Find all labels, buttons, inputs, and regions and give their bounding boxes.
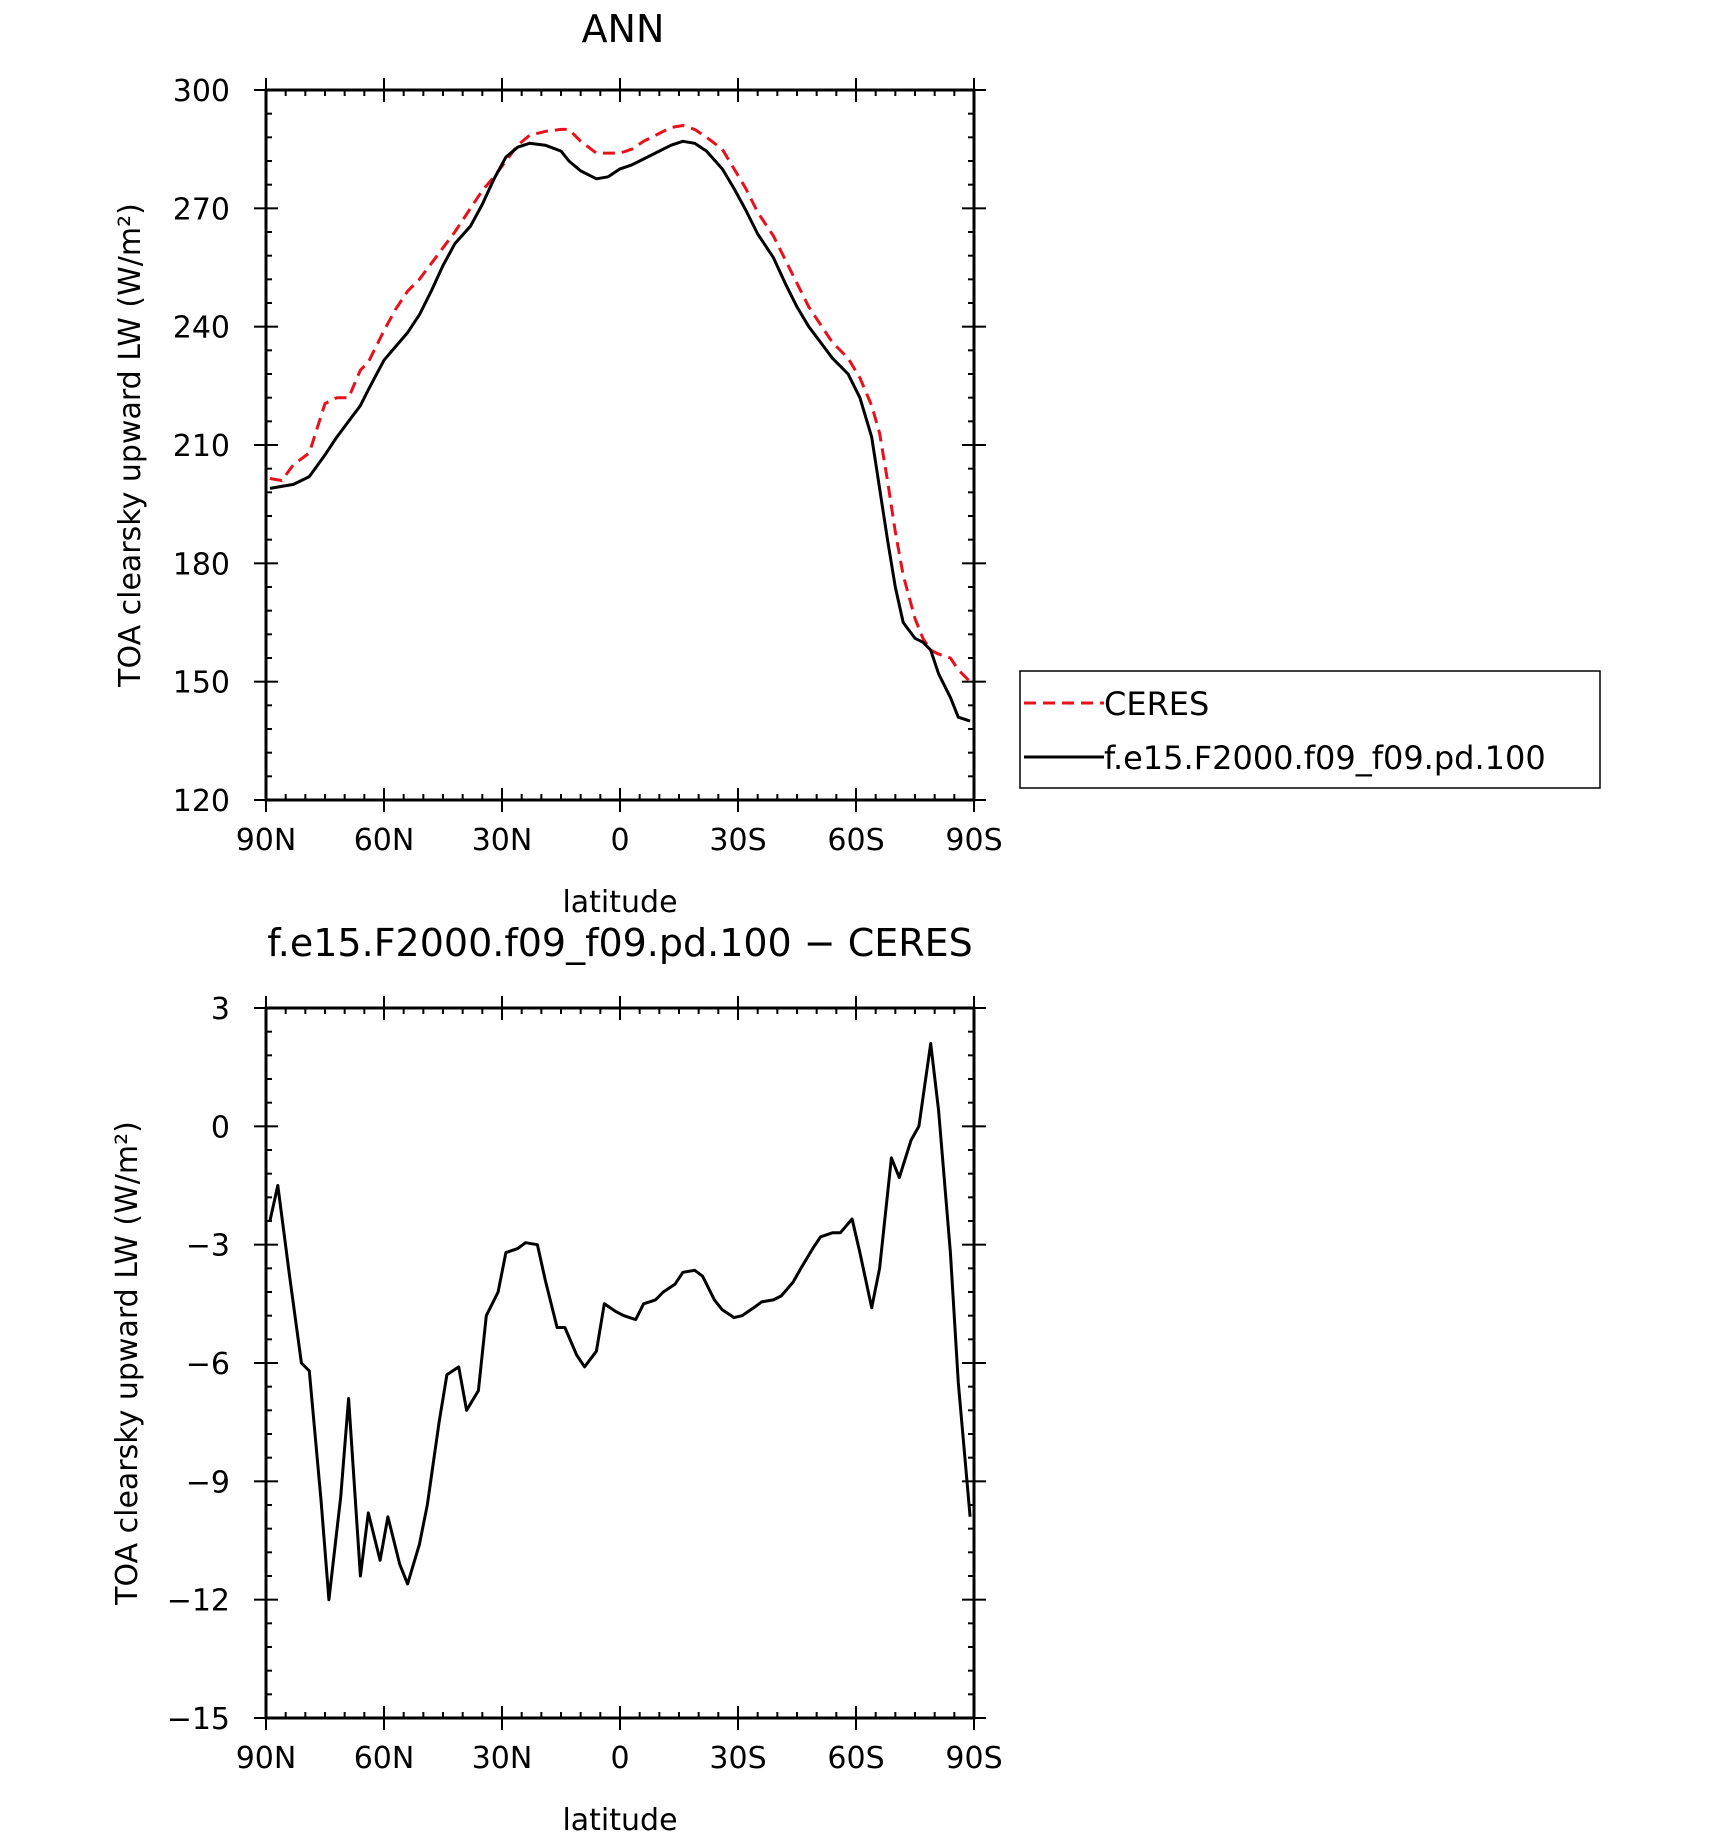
y-axis-label: TOA clearsky upward LW (W/m²) <box>110 1121 145 1606</box>
x-tick-label: 90S <box>945 1741 1002 1776</box>
series-layer <box>269 124 972 723</box>
x-tick-labels: 90N 60N 30N 0 30S 60S 90S <box>236 823 1003 858</box>
legend-entry-model: f.e15.F2000.f09_f09.pd.100 <box>1024 739 1546 777</box>
x-tick-label: 30N <box>472 823 533 858</box>
x-tick-label: 60S <box>827 1741 884 1776</box>
x-tick-label: 30S <box>709 823 766 858</box>
x-tick-label: 90N <box>236 823 297 858</box>
y-tick-label: 180 <box>173 547 230 582</box>
top-chart: ANN 90N 60N 30N 0 30S 60S 90S 120 150 180 210 240 2… <box>113 7 1601 920</box>
series-layer <box>268 1042 972 1602</box>
x-tick-label: 30S <box>709 1741 766 1776</box>
axis-ticks <box>254 78 986 812</box>
series-line-ceres <box>269 124 972 683</box>
legend-box <box>1019 670 1601 789</box>
y-tick-label: −15 <box>167 1702 230 1737</box>
series-line-model <box>269 139 971 723</box>
x-tick-label: 30N <box>472 1741 533 1776</box>
x-tick-label: 0 <box>610 823 629 858</box>
x-tick-label: 60N <box>354 1741 415 1776</box>
y-tick-label: −6 <box>186 1347 230 1382</box>
y-tick-label: −12 <box>167 1584 230 1619</box>
x-tick-label: 90S <box>945 823 1002 858</box>
y-tick-label: 300 <box>173 74 230 109</box>
chart-title: ANN <box>582 7 665 51</box>
y-tick-label: 150 <box>173 666 230 701</box>
y-tick-labels: −15 −12 −9 −6 −3 0 3 <box>167 992 230 1737</box>
y-tick-label: −3 <box>186 1229 230 1264</box>
legend-entry-ceres: CERES <box>1024 685 1209 723</box>
y-tick-label: 120 <box>173 784 230 819</box>
x-tick-label: 90N <box>236 1741 297 1776</box>
bottom-chart: f.e15.F2000.f09_f09.pd.100 − CERES 90N 60… <box>110 921 1003 1838</box>
x-tick-label: 60S <box>827 823 884 858</box>
x-axis-label: latitude <box>562 885 677 920</box>
y-tick-labels: 120 150 180 210 240 270 300 <box>173 74 230 819</box>
x-tick-label: 60N <box>354 823 415 858</box>
legend: CERES f.e15.F2000.f09_f09.pd.100 <box>1019 670 1601 789</box>
y-tick-label: −9 <box>186 1465 230 1500</box>
axis-ticks <box>254 996 986 1730</box>
y-tick-label: 210 <box>173 429 230 464</box>
chart-title: f.e15.F2000.f09_f09.pd.100 − CERES <box>267 921 973 965</box>
legend-label-ceres: CERES <box>1104 685 1209 723</box>
series-line-difference <box>268 1042 972 1602</box>
legend-label-model: f.e15.F2000.f09_f09.pd.100 <box>1104 739 1546 777</box>
y-tick-label: 240 <box>173 311 230 346</box>
x-axis-label: latitude <box>562 1803 677 1838</box>
y-tick-label: 270 <box>173 192 230 227</box>
y-tick-label: 3 <box>211 992 230 1027</box>
y-axis-label: TOA clearsky upward LW (W/m²) <box>113 203 148 688</box>
y-tick-label: 0 <box>211 1110 230 1145</box>
x-tick-labels: 90N 60N 30N 0 30S 60S 90S <box>236 1741 1003 1776</box>
plot-frame <box>264 88 976 802</box>
x-tick-label: 0 <box>610 1741 629 1776</box>
plot-frame <box>264 1006 976 1720</box>
